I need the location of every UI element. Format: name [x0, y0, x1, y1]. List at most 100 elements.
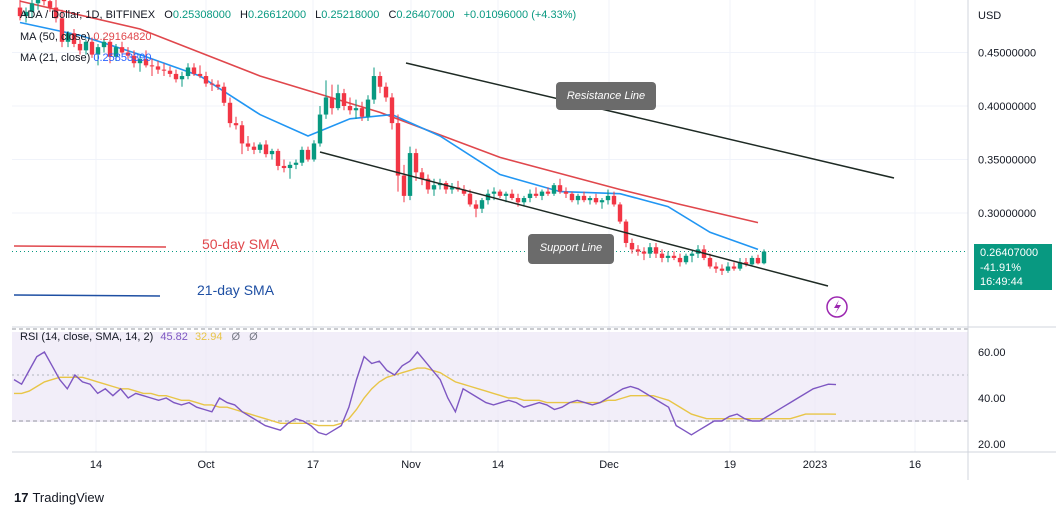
- candle-body: [491, 191, 497, 194]
- ma50-legend[interactable]: MA (50, close) 0.29164820: [20, 31, 152, 43]
- candle-body: [107, 41, 113, 57]
- time-tick-label: 2023: [803, 459, 827, 471]
- ma21-legend[interactable]: MA (21, close) 0.25853390: [20, 52, 152, 64]
- bar-countdown: 16:49:44: [980, 276, 1023, 288]
- candle-body: [305, 149, 311, 160]
- last-price: 0.26407000: [980, 247, 1039, 259]
- candle-body: [293, 162, 299, 165]
- candle-body: [215, 84, 221, 87]
- symbol-title[interactable]: ADA / Dollar, 1D, BITFINEX: [20, 9, 156, 21]
- sma21-legend-swatch: [13, 294, 161, 297]
- candle-body: [113, 47, 119, 57]
- flash-icon-bolt: [834, 300, 841, 314]
- candle-body: [569, 193, 575, 201]
- candle-body: [431, 185, 437, 190]
- candle-body: [761, 251, 767, 264]
- candle-body: [413, 153, 419, 173]
- candle-body: [353, 108, 359, 111]
- candle-body: [17, 7, 23, 17]
- candle-body: [287, 164, 293, 169]
- candle-body: [29, 3, 35, 12]
- candle-body: [401, 175, 407, 196]
- price-tick-label: 0.45000000: [978, 48, 1036, 60]
- candle-body: [239, 125, 245, 144]
- tradingview-name: TradingView: [32, 490, 105, 505]
- support-line: [319, 151, 829, 287]
- support-callout: Support Line: [528, 234, 614, 264]
- flash-icon[interactable]: [826, 296, 848, 318]
- candle-body: [425, 178, 431, 190]
- resistance-callout: Resistance Line: [556, 82, 656, 110]
- rsi-grid: [12, 328, 968, 422]
- candle-body: [743, 262, 749, 265]
- candle-body: [149, 65, 155, 67]
- candle-body: [329, 97, 335, 109]
- candle-body: [539, 191, 545, 196]
- candle-body: [263, 144, 269, 155]
- candle-body: [281, 165, 287, 169]
- rsi-legend[interactable]: RSI (14, close, SMA, 14, 2) 45.82 32.94 …: [20, 331, 258, 343]
- candle-body: [209, 83, 215, 85]
- candle-body: [185, 67, 191, 77]
- last-price-badge: 0.26407000 -41.91% 16:49:44: [974, 244, 1052, 290]
- rsi-band: [12, 332, 968, 422]
- sma50-legend-swatch: [13, 245, 167, 248]
- time-tick-label: 16: [909, 459, 921, 471]
- close-label: C: [388, 9, 397, 21]
- candle-body: [371, 76, 377, 100]
- candle-body: [617, 204, 623, 222]
- ma50-label: MA (50, close): [20, 31, 91, 43]
- time-tick-label: Oct: [197, 459, 214, 471]
- candle-body: [89, 41, 95, 55]
- price-tick-label: 0.40000000: [978, 101, 1036, 113]
- candle-body: [575, 195, 581, 201]
- candle-body: [347, 106, 353, 111]
- candle-body: [83, 41, 89, 51]
- candle-body: [365, 99, 371, 117]
- change-value: +0.01096000 (+4.33%): [463, 9, 577, 21]
- time-tick-label: Nov: [401, 459, 421, 471]
- candle-body: [233, 123, 239, 126]
- candle-body: [323, 97, 329, 115]
- candle-body: [737, 262, 743, 269]
- candle-body: [653, 247, 659, 254]
- candle-body: [527, 193, 533, 199]
- ma21-label: MA (21, close): [20, 52, 91, 64]
- candle-body: [671, 255, 677, 258]
- candle-body: [59, 18, 65, 42]
- open-value: 0.25308000: [172, 9, 231, 21]
- candle-body: [755, 257, 761, 264]
- price-change-pct: -41.91%: [980, 261, 1021, 274]
- ma21-value: 0.25853390: [93, 52, 152, 64]
- candle-body: [269, 150, 275, 155]
- candle-body: [191, 67, 197, 74]
- candle-body: [731, 266, 737, 269]
- candle-body: [593, 198, 599, 203]
- low-label: L: [315, 9, 322, 21]
- candle-body: [611, 195, 617, 205]
- time-tick-label: 17: [307, 459, 319, 471]
- candle-body: [557, 185, 563, 192]
- tradingview-logo[interactable]: 17 TradingView: [14, 490, 104, 505]
- candle-body: [95, 47, 101, 55]
- rsi-line: [13, 350, 837, 436]
- candle-body: [101, 41, 107, 48]
- candle-body: [641, 251, 647, 254]
- time-tick-label: 14: [90, 459, 102, 471]
- visibility-icon-2[interactable]: Ø: [249, 331, 258, 343]
- legend-samples: [13, 245, 167, 297]
- candle-body: [335, 93, 341, 109]
- candle-body: [317, 114, 323, 144]
- candle-body: [749, 257, 755, 265]
- candle-body: [581, 195, 587, 201]
- candle-body: [359, 108, 365, 117]
- candle-body: [659, 253, 665, 258]
- visibility-icon[interactable]: Ø: [231, 331, 241, 343]
- candle-body: [197, 73, 203, 77]
- rsi-tick-label: 20.00: [978, 439, 1006, 451]
- candle-body: [521, 198, 527, 203]
- rsi-tick-label: 40.00: [978, 393, 1006, 405]
- candle-body: [449, 187, 455, 190]
- price-tick-label: 0.30000000: [978, 208, 1036, 220]
